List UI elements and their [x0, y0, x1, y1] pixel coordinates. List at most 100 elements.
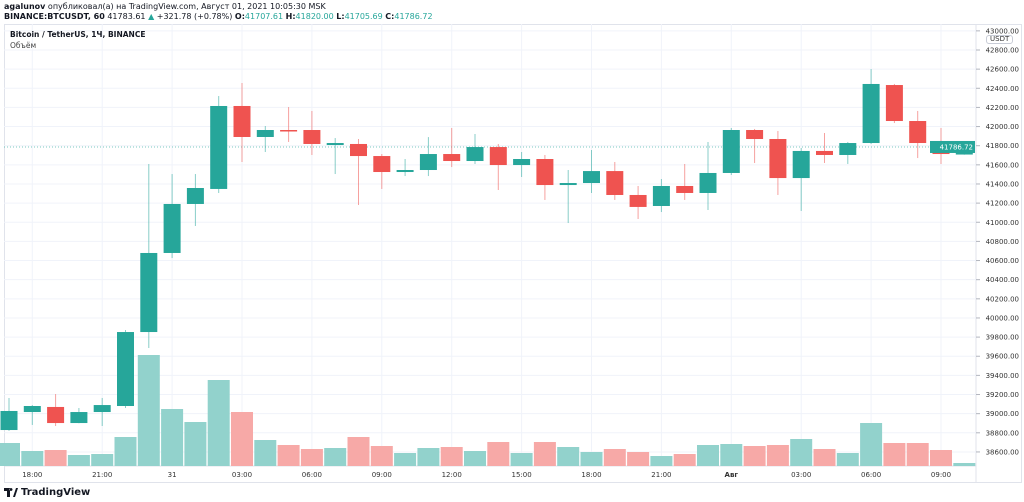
candle-body — [303, 130, 321, 144]
candle-body — [606, 171, 624, 195]
y-tick-label: 39400.00 — [986, 372, 1019, 380]
candle-body — [885, 85, 903, 122]
volume-bar — [557, 447, 580, 466]
candle-body — [746, 130, 764, 140]
candle-body — [816, 150, 833, 155]
y-tick-label: 41800.00 — [986, 142, 1019, 150]
y-tick-label: 42200.00 — [986, 104, 1019, 112]
x-tick-label: 15:00 — [512, 471, 532, 479]
volume-bar — [184, 422, 207, 466]
candle-body — [0, 410, 18, 431]
chart-panel[interactable] — [4, 24, 1022, 483]
publish-text: опубликовал(а) на TradingView.com, Авгус… — [47, 2, 326, 11]
tradingview-logo: TradingView — [4, 487, 90, 498]
volume-bar — [370, 446, 393, 466]
candle-body — [839, 143, 857, 155]
volume-bar — [766, 445, 789, 466]
candle-body — [117, 332, 134, 407]
candle-body — [676, 185, 694, 193]
y-tick-label: 40600.00 — [986, 257, 1019, 265]
candle-body — [722, 130, 740, 173]
last-price-badge — [930, 140, 975, 153]
volume-bar — [603, 449, 626, 466]
volume-bar — [650, 456, 673, 466]
open-label: O: — [234, 12, 245, 21]
publish-info: agalunov опубликовал(а) на TradingView.c… — [4, 2, 326, 11]
volume-bar — [906, 443, 929, 466]
x-tick-label: 21:00 — [92, 471, 112, 479]
low-label: L: — [336, 12, 345, 21]
logo-text: TradingView — [21, 487, 91, 498]
volume-bar — [67, 455, 90, 466]
candle-body — [583, 171, 600, 184]
y-tick-label: 38600.00 — [986, 448, 1019, 456]
y-tick-label: 40200.00 — [986, 295, 1019, 303]
volume-bar — [836, 453, 859, 466]
volume-bar — [464, 451, 486, 466]
volume-bar — [883, 443, 906, 466]
candle-body — [93, 405, 111, 413]
close-label: C: — [385, 12, 395, 21]
candle-body — [443, 154, 461, 162]
volume-bar — [720, 444, 743, 466]
candle-body — [256, 130, 274, 137]
volume-bar — [114, 437, 137, 466]
y-tick-label: 42000.00 — [986, 123, 1019, 131]
high-label: H: — [285, 12, 296, 21]
price-change: +321.78 (+0.78%) — [156, 12, 233, 21]
y-tick-label: 40800.00 — [986, 238, 1019, 246]
y-tick-label: 39600.00 — [986, 353, 1019, 361]
x-tick-label: 31 — [168, 471, 177, 479]
volume-bar — [417, 448, 440, 466]
y-tick-label: 41400.00 — [986, 180, 1019, 188]
candle-body — [559, 183, 577, 186]
candle-body — [233, 105, 251, 137]
low-value: 41705.69 — [344, 12, 383, 21]
volume-bar — [21, 451, 44, 466]
y-tick-label: 39000.00 — [986, 410, 1019, 418]
candle-body — [280, 130, 298, 132]
candle-body — [862, 83, 880, 144]
volume-bar — [440, 447, 463, 466]
y-tick-label: 41200.00 — [986, 200, 1019, 208]
candle-body — [909, 121, 927, 144]
candle-body — [769, 139, 787, 179]
x-tick-label: 18:00 — [581, 471, 601, 479]
currency-badge[interactable]: USDT — [986, 35, 1014, 44]
y-tick-label: 39200.00 — [986, 391, 1019, 399]
open-value: 41707.61 — [244, 12, 284, 21]
symbol: BINANCE:BTCUSDT, 60 — [4, 12, 105, 21]
x-tick-label: 18:00 — [22, 471, 42, 479]
up-arrow-icon: ▲ — [148, 12, 155, 21]
candle-body — [140, 252, 158, 333]
candle-body — [419, 154, 437, 171]
volume-bar — [860, 423, 883, 466]
x-tick-label: 06:00 — [861, 471, 881, 479]
y-tick-label: 42800.00 — [986, 47, 1019, 55]
x-tick-label: 09:00 — [372, 471, 392, 479]
candle-body — [186, 187, 204, 204]
volume-bar — [137, 355, 160, 466]
high-value: 41820.00 — [295, 12, 334, 21]
volume-bar — [790, 439, 813, 466]
x-tick-label: 12:00 — [442, 471, 462, 479]
y-tick-label: 43000.00 — [986, 27, 1019, 35]
author[interactable]: agalunov — [4, 2, 46, 11]
tradingview-logo-icon — [4, 488, 18, 497]
x-tick-label: Авг — [725, 471, 739, 479]
candle-body — [396, 170, 414, 173]
candle-body — [513, 159, 531, 166]
volume-bar — [813, 449, 836, 466]
candle-body — [70, 412, 88, 424]
volume-bar — [161, 409, 184, 466]
close-value: 41786.72 — [394, 12, 433, 21]
y-tick-label: 39800.00 — [986, 334, 1019, 342]
volume-bar — [510, 453, 533, 466]
symbol-info: BINANCE:BTCUSDT, 60 41783.61 ▲ +321.78 (… — [4, 12, 433, 21]
legend-title: Bitcoin / TetherUS, 1Ч, BINANCE — [10, 30, 146, 39]
volume-bar — [394, 453, 417, 466]
legend-volume: Объём — [10, 41, 37, 50]
y-tick-label: 40400.00 — [986, 276, 1019, 284]
candle-body — [326, 143, 344, 146]
